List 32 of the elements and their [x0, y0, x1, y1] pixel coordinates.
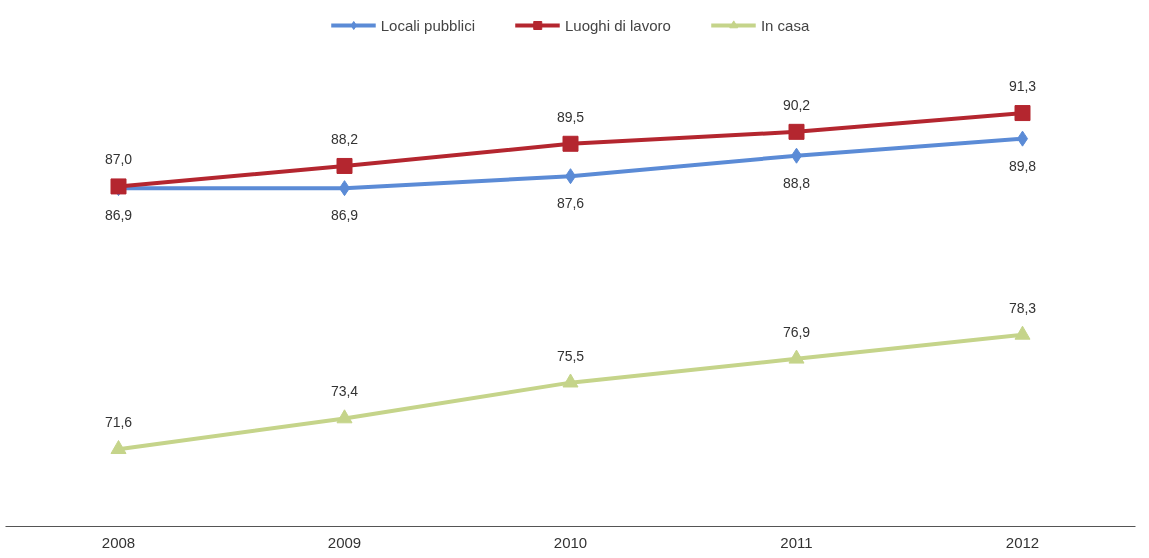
data-label: 89,8	[1008, 157, 1037, 174]
data-label: 89,5	[556, 108, 585, 125]
point	[336, 157, 353, 174]
point	[788, 123, 805, 140]
x-tick-label: 2009	[327, 533, 362, 551]
x-tick-label: 2011	[780, 533, 813, 551]
data-label: 73,4	[330, 383, 359, 400]
data-label: 91,3	[1008, 78, 1037, 95]
x-tick-label: 2008	[101, 533, 136, 551]
x-tick-label: 2012	[1005, 533, 1040, 551]
point	[788, 349, 805, 364]
data-label: 86,9	[330, 207, 359, 224]
point	[1014, 325, 1031, 340]
data-label: 87,0	[104, 151, 133, 168]
point	[336, 409, 353, 424]
point	[562, 135, 579, 152]
data-label: 86,9	[104, 207, 133, 224]
legend-label: Locali pubblici	[380, 16, 475, 34]
data-label: 90,2	[782, 96, 811, 113]
point	[562, 373, 579, 388]
data-label: 88,2	[330, 130, 359, 147]
point	[110, 440, 127, 455]
point	[1014, 105, 1031, 122]
data-label: 76,9	[782, 323, 811, 340]
legend-label: In casa	[760, 16, 810, 34]
data-label: 71,6	[104, 414, 133, 431]
data-label: 78,3	[1008, 299, 1037, 316]
data-label: 88,8	[782, 174, 811, 191]
x-tick-label: 2010	[553, 533, 588, 551]
data-label: 87,6	[556, 195, 585, 212]
legend-label: Luoghi di lavoro	[564, 16, 671, 34]
data-label: 75,5	[556, 347, 585, 364]
